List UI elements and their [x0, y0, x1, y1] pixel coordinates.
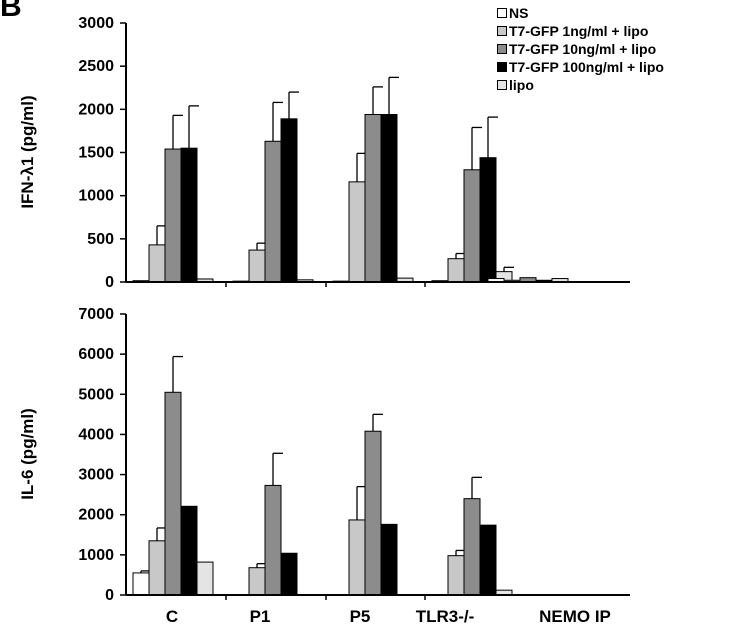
- p1-bar-p1-t7-gfp-10ng-ml-lipo: [264, 140, 282, 283]
- p1-y-axis-label: IFN-λ1 (pg/ml): [18, 95, 37, 208]
- p2-bar-tlr3-t7-gfp-100ng-ml-lipo: [479, 524, 497, 596]
- p2-ytick-label: 4000: [78, 426, 114, 443]
- legend-swatch-1ng: [497, 26, 507, 36]
- p2-ytick-label: 2000: [78, 507, 114, 524]
- p1-bar-p5-t7-gfp-1ng-ml-lipo: [348, 181, 366, 283]
- p1-bar-p5-t7-gfp-10ng-ml-lipo: [364, 114, 382, 283]
- legend-swatch-100ng: [497, 62, 507, 72]
- p2-bar-p1-t7-gfp-10ng-ml-lipo: [264, 484, 282, 596]
- p2-bar-p5-t7-gfp-100ng-ml-lipo: [380, 523, 398, 596]
- p2-bar-p5-t7-gfp-10ng-ml-lipo: [364, 430, 382, 596]
- p1-bar-tlr3-t7-gfp-10ng-ml-lipo: [463, 169, 481, 283]
- p2-bar-p1-t7-gfp-100ng-ml-lipo: [280, 552, 298, 596]
- p2-bar-c-t7-gfp-1ng-ml-lipo: [148, 540, 166, 596]
- p1-bar-p5-t7-gfp-100ng-ml-lipo: [380, 114, 398, 283]
- p1-ytick-label: 1000: [78, 188, 114, 205]
- p2-category-label-tlr3: TLR3-/-: [416, 607, 475, 626]
- p2-y-axis-label: IL-6 (pg/ml): [18, 408, 37, 500]
- panel-label: B: [0, 0, 22, 23]
- p2-category-label-nemo-ip: NEMO IP: [539, 607, 611, 626]
- p2-bar-c-lipo: [196, 561, 214, 596]
- p1-bar-c-t7-gfp-100ng-ml-lipo: [180, 147, 198, 283]
- legend-item-ns: NS: [497, 4, 664, 22]
- p1-bar-p1-t7-gfp-100ng-ml-lipo: [280, 118, 298, 283]
- legend-label-1ng: T7-GFP 1ng/ml + lipo: [509, 23, 649, 39]
- legend-item-1ng: T7-GFP 1ng/ml + lipo: [497, 22, 664, 40]
- legend-label-lipo: lipo: [509, 77, 534, 93]
- p2-ytick-label: 1000: [78, 547, 114, 564]
- p2-bar-c-ns: [132, 572, 150, 596]
- p1-bar-tlr3-t7-gfp-100ng-ml-lipo: [479, 157, 497, 283]
- legend-item-100ng: T7-GFP 100ng/ml + lipo: [497, 58, 664, 76]
- legend-swatch-ns: [497, 8, 507, 18]
- legend-item-10ng: T7-GFP 10ng/ml + lipo: [497, 40, 664, 58]
- p2-bar-tlr3-t7-gfp-1ng-ml-lipo: [447, 555, 465, 596]
- p1-ytick-label: 1500: [78, 145, 114, 162]
- p2-bar-c-t7-gfp-10ng-ml-lipo: [164, 391, 182, 596]
- legend-swatch-10ng: [497, 44, 507, 54]
- p2-ytick-label: 5000: [78, 386, 114, 403]
- p2-ytick-label: 6000: [78, 346, 114, 363]
- p2-category-label-p1: P1: [250, 607, 271, 626]
- p1-ytick-label: 500: [87, 231, 114, 248]
- legend-label-ns: NS: [509, 5, 529, 21]
- p1-ytick-label: 2000: [78, 101, 114, 118]
- p1-bar-c-t7-gfp-1ng-ml-lipo: [148, 244, 166, 283]
- p2-category-label-p5: P5: [350, 607, 371, 626]
- p2-ytick-label: 7000: [78, 306, 114, 323]
- p2-ytick-label: 0: [105, 587, 114, 604]
- legend-label-100ng: T7-GFP 100ng/ml + lipo: [509, 59, 664, 75]
- legend-swatch-lipo: [497, 80, 507, 90]
- legend-label-10ng: T7-GFP 10ng/ml + lipo: [509, 41, 657, 57]
- p1-ytick-label: 0: [105, 274, 114, 291]
- p2-bar-p1-t7-gfp-1ng-ml-lipo: [248, 567, 266, 596]
- p2-bar-tlr3-t7-gfp-10ng-ml-lipo: [463, 498, 481, 596]
- p1-bar-c-t7-gfp-10ng-ml-lipo: [164, 148, 182, 283]
- p1-bar-p1-t7-gfp-1ng-ml-lipo: [248, 249, 266, 283]
- p1-bar-tlr3-t7-gfp-1ng-ml-lipo: [447, 258, 465, 283]
- p2-category-label-c: C: [166, 607, 178, 626]
- p1-ytick-label: 3000: [78, 15, 114, 32]
- p1-ytick-label: 2500: [78, 58, 114, 75]
- legend-item-lipo: lipo: [497, 76, 664, 94]
- p2-ytick-label: 3000: [78, 467, 114, 484]
- p2-bar-p5-t7-gfp-1ng-ml-lipo: [348, 519, 366, 596]
- p2-bar-c-t7-gfp-100ng-ml-lipo: [180, 505, 198, 596]
- legend: NS T7-GFP 1ng/ml + lipo T7-GFP 10ng/ml +…: [497, 4, 664, 94]
